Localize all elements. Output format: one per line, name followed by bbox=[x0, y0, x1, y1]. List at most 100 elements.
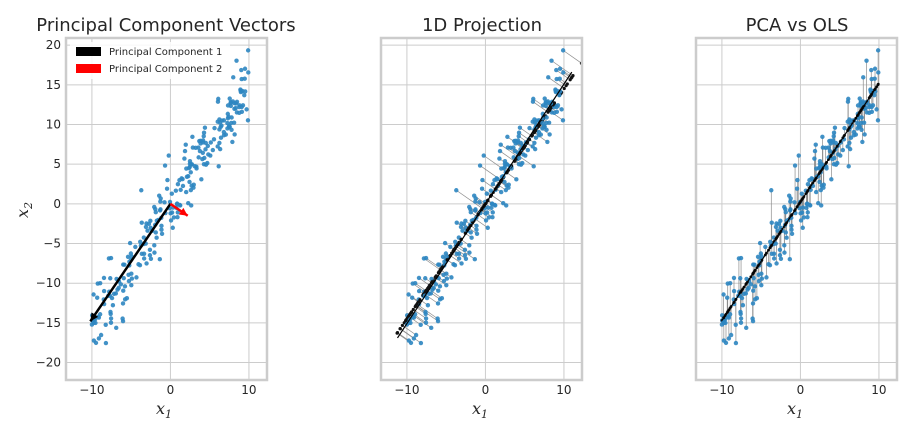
data-point bbox=[819, 203, 824, 208]
data-point bbox=[505, 134, 510, 140]
data-point bbox=[170, 225, 175, 230]
data-point bbox=[242, 76, 247, 81]
data-point bbox=[855, 103, 861, 108]
data-point bbox=[846, 164, 851, 169]
data-point bbox=[139, 251, 145, 256]
data-point bbox=[435, 301, 441, 306]
panel-2-xlabel: x1 bbox=[472, 399, 488, 421]
data-point bbox=[141, 235, 147, 240]
y-tick-label: −20 bbox=[36, 356, 61, 370]
data-point bbox=[821, 182, 826, 187]
data-point bbox=[552, 110, 557, 115]
data-point bbox=[169, 191, 175, 196]
data-point bbox=[225, 120, 230, 126]
data-point bbox=[179, 176, 184, 181]
data-point bbox=[162, 200, 167, 205]
data-point bbox=[202, 125, 208, 130]
data-point bbox=[141, 256, 147, 261]
data-point bbox=[769, 220, 774, 225]
y-tick-label: 15 bbox=[46, 78, 61, 92]
projected-point bbox=[411, 307, 415, 312]
data-point bbox=[497, 156, 502, 161]
data-point bbox=[442, 240, 448, 246]
data-point bbox=[91, 320, 96, 326]
data-point bbox=[216, 164, 221, 169]
data-point bbox=[862, 132, 867, 137]
data-point bbox=[423, 311, 428, 317]
data-point bbox=[789, 223, 794, 229]
projection-link bbox=[491, 194, 504, 204]
data-point bbox=[782, 250, 787, 255]
data-point bbox=[125, 254, 131, 260]
data-point bbox=[560, 48, 566, 53]
data-point bbox=[813, 189, 819, 195]
data-point bbox=[725, 295, 730, 300]
data-point bbox=[872, 66, 878, 71]
data-point bbox=[468, 230, 473, 235]
data-point bbox=[437, 297, 443, 302]
data-point bbox=[777, 247, 783, 253]
data-point bbox=[774, 261, 779, 266]
data-point bbox=[485, 225, 490, 230]
data-point bbox=[133, 244, 138, 250]
data-point bbox=[738, 255, 744, 261]
data-point bbox=[530, 144, 535, 149]
data-point bbox=[479, 186, 485, 191]
data-point bbox=[731, 275, 737, 281]
panel-3-title: PCA vs OLS bbox=[746, 15, 849, 36]
data-point bbox=[488, 188, 494, 193]
projection-link bbox=[548, 77, 565, 89]
projected-point bbox=[428, 283, 432, 287]
projected-point bbox=[395, 331, 400, 335]
data-point bbox=[454, 251, 460, 256]
data-point bbox=[561, 70, 566, 75]
data-point bbox=[721, 338, 727, 343]
data-point bbox=[792, 200, 797, 205]
data-point bbox=[769, 188, 774, 193]
data-point bbox=[859, 115, 864, 120]
data-point bbox=[872, 76, 877, 81]
data-point bbox=[173, 188, 179, 193]
data-point bbox=[238, 89, 244, 95]
projected-point bbox=[571, 74, 575, 78]
data-point bbox=[462, 247, 468, 253]
data-point bbox=[188, 187, 194, 193]
data-point bbox=[538, 132, 544, 137]
data-point bbox=[557, 92, 562, 98]
data-point bbox=[437, 262, 442, 267]
data-point bbox=[756, 278, 762, 284]
data-point bbox=[740, 303, 746, 308]
data-point bbox=[477, 200, 482, 205]
data-point bbox=[165, 177, 170, 183]
y-tick-label: 0 bbox=[53, 197, 61, 211]
data-point bbox=[159, 231, 165, 237]
data-point bbox=[461, 221, 467, 227]
data-point bbox=[129, 271, 134, 276]
data-point bbox=[542, 96, 547, 101]
data-point bbox=[738, 276, 743, 281]
data-point bbox=[444, 271, 449, 276]
data-point bbox=[863, 105, 868, 111]
data-point bbox=[817, 158, 823, 164]
data-point bbox=[411, 336, 417, 341]
data-point bbox=[182, 156, 187, 161]
data-point bbox=[246, 70, 251, 75]
data-point bbox=[738, 320, 744, 325]
data-point bbox=[186, 174, 191, 179]
data-point bbox=[816, 201, 821, 206]
data-point bbox=[508, 145, 513, 151]
data-point bbox=[544, 127, 549, 132]
data-point bbox=[147, 247, 153, 253]
data-point bbox=[210, 147, 216, 153]
data-point bbox=[763, 244, 768, 250]
projection-link bbox=[532, 101, 549, 113]
data-point bbox=[223, 132, 229, 137]
data-point bbox=[553, 89, 559, 95]
data-point bbox=[796, 153, 801, 158]
legend-swatch-pc2 bbox=[76, 64, 101, 73]
pc1-arrowhead bbox=[90, 312, 99, 322]
data-point bbox=[453, 239, 458, 244]
data-point bbox=[853, 132, 859, 137]
data-point bbox=[516, 130, 522, 135]
data-point bbox=[429, 276, 434, 282]
